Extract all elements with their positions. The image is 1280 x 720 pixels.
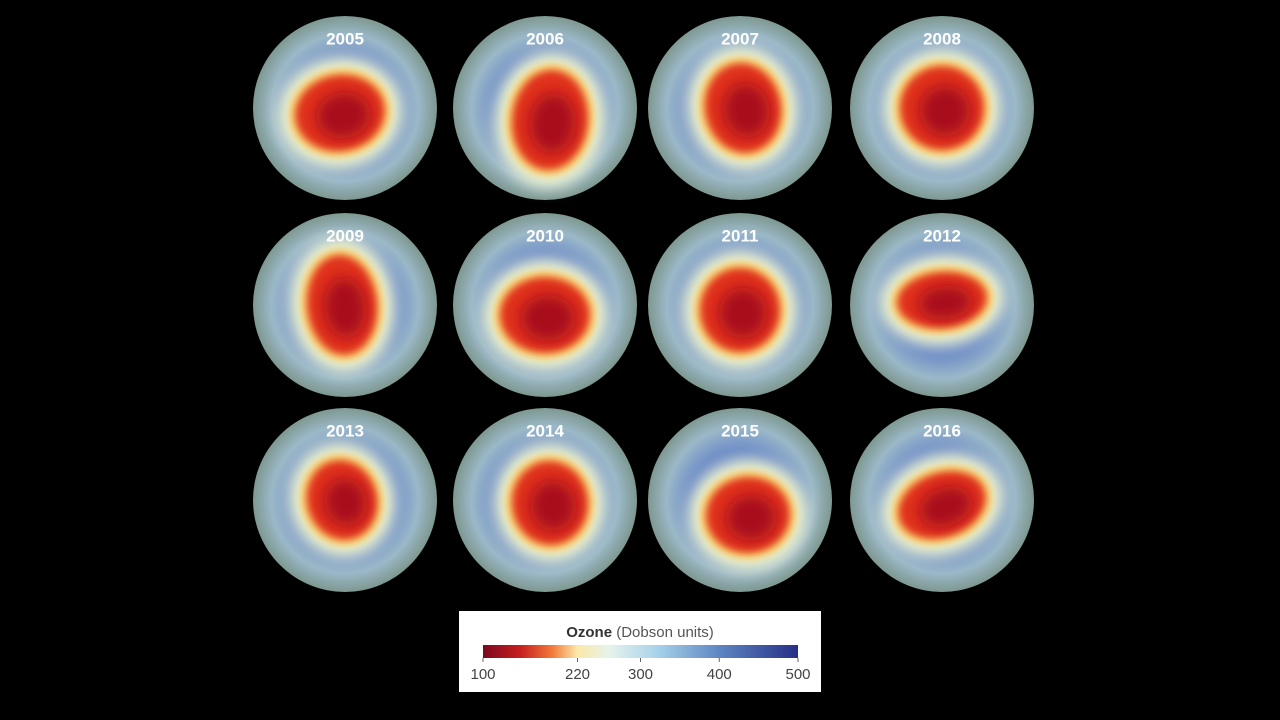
year-label: 2011: [722, 226, 759, 245]
hole-core: [529, 93, 576, 154]
year-label: 2013: [326, 421, 364, 440]
legend-heading: Ozone (Dobson units): [566, 624, 714, 641]
legend-title: Ozone: [566, 624, 612, 641]
year-label: 2009: [326, 226, 364, 245]
globe: 2009: [253, 213, 437, 397]
color-bar: [483, 645, 798, 658]
tick-label: 400: [707, 666, 732, 683]
globe: 2016: [850, 408, 1034, 592]
hole-core: [719, 287, 767, 339]
tick-label: 500: [785, 666, 810, 683]
year-label: 2014: [526, 421, 564, 440]
year-label: 2010: [526, 226, 564, 245]
year-label: 2008: [923, 29, 961, 48]
legend-ticks: 100 220 300 400 500: [470, 658, 811, 683]
hole-core: [324, 478, 367, 526]
globe: 2013: [253, 408, 437, 592]
tick-label: 220: [565, 666, 590, 683]
hole-core: [918, 285, 973, 320]
hole-core: [723, 83, 770, 138]
hole-core: [324, 277, 367, 338]
globe: 2008: [850, 16, 1034, 200]
hole-core: [521, 295, 575, 341]
globes: 2005 2006 2007 2008 2009 2010 2011 2012 2013 2014…: [253, 16, 1034, 592]
hole-core: [316, 92, 371, 139]
globe: 2015: [648, 408, 832, 592]
hole-core: [919, 85, 971, 137]
globe: 2005: [253, 16, 437, 200]
year-label: 2005: [326, 29, 364, 48]
legend: Ozone (Dobson units) 100 220 300 400 500: [459, 611, 821, 692]
year-label: 2007: [721, 29, 759, 48]
globe: 2011: [648, 213, 832, 397]
hole-core: [530, 480, 577, 531]
globe: 2006: [453, 16, 637, 200]
year-label: 2006: [526, 29, 564, 48]
globe: 2010: [453, 213, 637, 397]
hole-core: [726, 494, 777, 541]
year-label: 2015: [721, 421, 759, 440]
tick-label: 300: [628, 666, 653, 683]
year-label: 2012: [923, 226, 961, 245]
legend-units: (Dobson units): [616, 624, 714, 641]
globe: 2014: [453, 408, 637, 592]
year-label: 2016: [923, 421, 961, 440]
globe: 2012: [850, 213, 1034, 397]
globe: 2007: [648, 16, 832, 200]
hole-core: [919, 486, 973, 528]
tick-label: 100: [470, 666, 495, 683]
